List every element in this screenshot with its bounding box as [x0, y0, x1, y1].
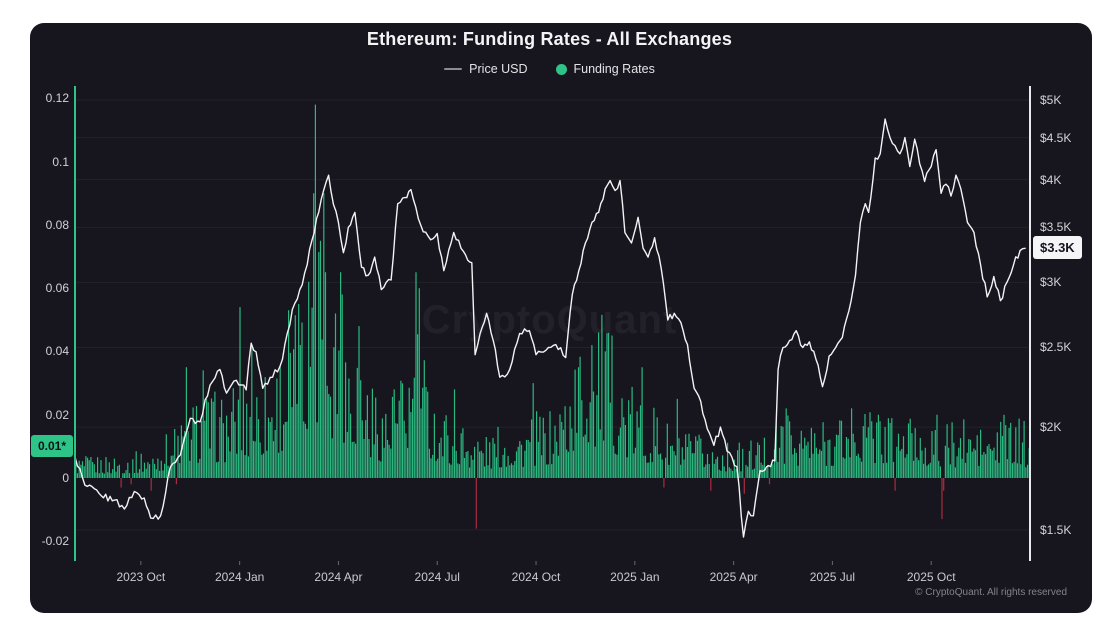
left-axis-tick: 0.1: [52, 154, 69, 169]
right-axis-tick: $4.5K: [1040, 130, 1072, 145]
x-axis-tick: 2024 Oct: [511, 570, 561, 584]
legend-funding-label: Funding Rates: [573, 62, 655, 76]
funding-dot-icon: [555, 63, 567, 75]
left-axis-tick: 0.08: [45, 217, 69, 232]
right-axis-tick: $1.5K: [1040, 522, 1072, 537]
legend-item-funding[interactable]: Funding Rates: [555, 62, 655, 76]
left-axis-tick: 0.02: [45, 407, 69, 422]
price-current-badge: $3.3K: [1033, 236, 1082, 260]
x-axis-tick: 2024 Jan: [214, 570, 265, 584]
funding-current-badge: 0.01*: [30, 435, 73, 458]
x-axis-tick: 2024 Jul: [414, 570, 460, 584]
right-axis-tick: $4K: [1040, 172, 1062, 187]
right-axis-tick: $2.5K: [1040, 340, 1072, 355]
x-axis-tick: 2025 Oct: [906, 570, 956, 584]
x-axis-tick: 2023 Oct: [116, 570, 166, 584]
left-axis-tick: 0.06: [45, 281, 69, 296]
left-axis-tick: 0.12: [45, 91, 69, 106]
copyright-footer: © CryptoQuant. All rights reserved: [915, 587, 1067, 598]
x-axis-tick: 2025 Apr: [709, 570, 758, 584]
right-axis-tick: $3K: [1040, 275, 1062, 290]
right-axis-tick: $5K: [1040, 93, 1062, 107]
x-axis-tick: 2024 Apr: [314, 570, 363, 584]
chart-panel: [30, 23, 1092, 613]
left-axis-tick: 0: [62, 471, 69, 485]
price-line-icon: [444, 68, 463, 70]
left-axis-tick: 0.04: [45, 344, 69, 359]
right-axis-tick: $3.5K: [1040, 220, 1072, 235]
page-title: Ethereum: Funding Rates - All Exchanges: [366, 29, 733, 49]
legend: Price USD Funding Rates: [0, 62, 1099, 76]
x-axis-tick: 2025 Jul: [809, 570, 856, 584]
left-axis-tick: -0.02: [41, 534, 69, 549]
x-axis-tick: 2025 Jan: [610, 570, 660, 584]
legend-item-price[interactable]: Price USD: [444, 62, 528, 76]
legend-price-label: Price USD: [469, 62, 528, 76]
right-axis-tick: $2K: [1040, 420, 1062, 435]
